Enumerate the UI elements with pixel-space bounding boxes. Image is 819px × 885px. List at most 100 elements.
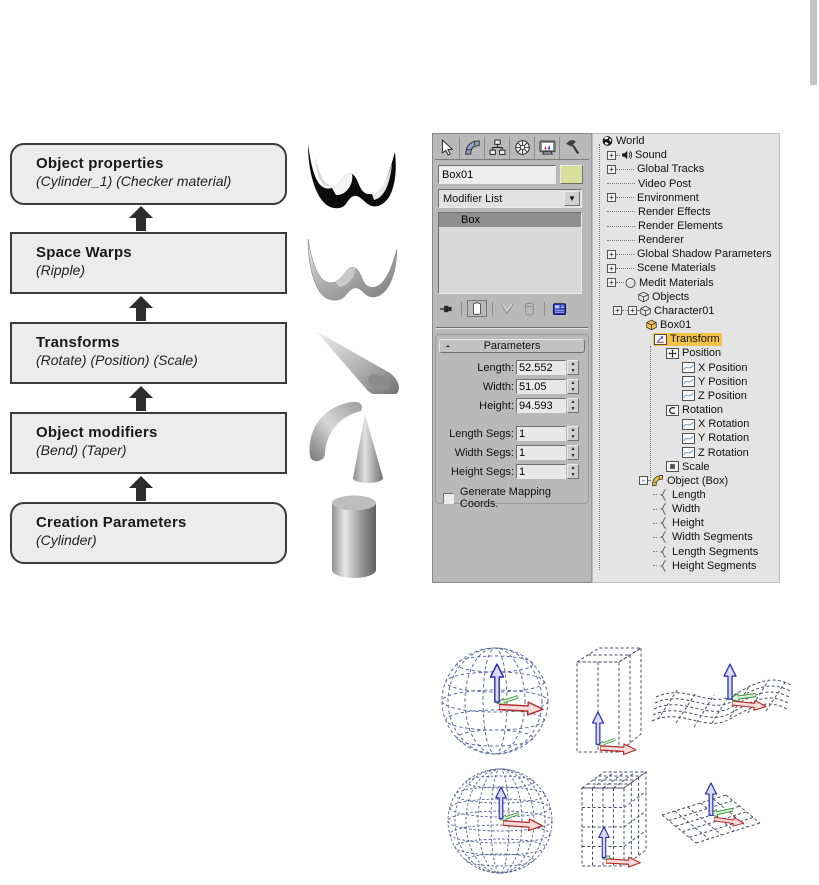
tree-node-height[interactable]: Height bbox=[593, 516, 779, 530]
right-scrollbar-strip[interactable] bbox=[810, 0, 817, 85]
tree-node-length-segments[interactable]: Length Segments bbox=[593, 545, 779, 559]
length-segs-input[interactable] bbox=[516, 426, 566, 441]
tree-node-transform[interactable]: Transform bbox=[593, 332, 779, 346]
display-tab[interactable] bbox=[535, 136, 560, 159]
tree-node-video-post[interactable]: Video Post bbox=[593, 176, 779, 190]
expand-plus-icon[interactable]: + bbox=[607, 278, 616, 288]
spinner-up-icon[interactable]: ▲ bbox=[570, 361, 576, 367]
expand-plus-icon[interactable]: + bbox=[607, 164, 616, 174]
chevron-down-icon[interactable]: ▼ bbox=[564, 191, 580, 206]
height-segs-spinner[interactable]: ▲ ▼ bbox=[567, 464, 579, 479]
tree-node-render-elements[interactable]: Render Elements bbox=[593, 219, 779, 233]
height-segs-label: Height Segs: bbox=[451, 465, 514, 478]
spinner-down-icon[interactable]: ▼ bbox=[570, 472, 576, 478]
hierarchy-tab[interactable] bbox=[485, 136, 510, 159]
tree-node-global-shadow-parameters[interactable]: + Global Shadow Parameters bbox=[593, 247, 779, 261]
show-end-result-icon[interactable] bbox=[467, 300, 487, 317]
expand-plus-icon[interactable]: + bbox=[628, 306, 637, 316]
expand-plus-icon[interactable]: + bbox=[607, 150, 616, 160]
tree-node-label: Y Position bbox=[698, 375, 748, 388]
tree-connector bbox=[653, 536, 657, 538]
tree-node-scene-materials[interactable]: + Scene Materials bbox=[593, 261, 779, 275]
modify-tab[interactable] bbox=[460, 136, 485, 159]
tree-node-objects[interactable]: Objects bbox=[593, 290, 779, 304]
tree-node-width[interactable]: Width bbox=[593, 502, 779, 516]
pin-stack-icon[interactable] bbox=[437, 300, 456, 317]
motion-tab[interactable] bbox=[510, 136, 535, 159]
tree-node-width-segments[interactable]: Width Segments bbox=[593, 530, 779, 544]
spinner-up-icon[interactable]: ▲ bbox=[570, 399, 576, 405]
spinner-up-icon[interactable]: ▲ bbox=[570, 427, 576, 433]
length-segs-spinner[interactable]: ▲ ▼ bbox=[567, 426, 579, 441]
position-icon bbox=[666, 347, 679, 360]
tree-node-length[interactable]: Length bbox=[593, 488, 779, 502]
spinner-up-icon[interactable]: ▲ bbox=[570, 446, 576, 452]
spinner-down-icon[interactable]: ▼ bbox=[570, 434, 576, 440]
spinner-down-icon[interactable]: ▼ bbox=[570, 387, 576, 393]
tree-node-rotation[interactable]: Rotation bbox=[593, 403, 779, 417]
remove-modifier-icon[interactable] bbox=[520, 300, 539, 317]
tree-node-sound[interactable]: + Sound bbox=[593, 148, 779, 162]
tree-node-label: Width bbox=[672, 503, 701, 516]
tree-node-x-position[interactable]: X Position bbox=[593, 361, 779, 375]
cube-icon bbox=[638, 291, 649, 303]
expand-plus-icon[interactable]: + bbox=[607, 249, 616, 259]
hierarchy-icon bbox=[489, 139, 506, 156]
make-unique-icon[interactable] bbox=[498, 300, 517, 317]
speaker-icon bbox=[621, 149, 632, 161]
tree-node-height-segments[interactable]: Height Segments bbox=[593, 559, 779, 573]
tree-node-scale[interactable]: Scale bbox=[593, 460, 779, 474]
tree-node-z-rotation[interactable]: Z Rotation bbox=[593, 445, 779, 459]
spinner-down-icon[interactable]: ▼ bbox=[570, 453, 576, 459]
tree-connector bbox=[616, 154, 620, 156]
spinner-up-icon[interactable]: ▲ bbox=[570, 380, 576, 386]
spinner-down-icon[interactable]: ▼ bbox=[570, 368, 576, 374]
stack-item-box[interactable]: Box bbox=[439, 213, 581, 227]
parameters-rollout-header[interactable]: - Parameters bbox=[439, 339, 585, 353]
collapse-minus-icon[interactable]: - bbox=[639, 476, 648, 486]
utilities-tab[interactable] bbox=[560, 137, 585, 159]
range-controller-icon bbox=[658, 503, 669, 515]
width-input[interactable] bbox=[516, 379, 566, 394]
width-segs-input[interactable] bbox=[516, 445, 566, 460]
spinner-down-icon[interactable]: ▼ bbox=[570, 406, 576, 412]
width-spinner[interactable]: ▲ ▼ bbox=[567, 379, 579, 394]
tree-node-object-box[interactable]: - Object (Box) bbox=[593, 474, 779, 488]
width-segs-spinner[interactable]: ▲ ▼ bbox=[567, 445, 579, 460]
height-input[interactable] bbox=[516, 398, 566, 413]
up-arrow-icon bbox=[129, 296, 153, 321]
expand-plus-icon[interactable]: + bbox=[613, 306, 622, 316]
tree-node-label: X Rotation bbox=[698, 418, 750, 431]
tree-node-position[interactable]: Position bbox=[593, 346, 779, 360]
tree-node-medit-materials[interactable]: + Medit Materials bbox=[593, 276, 779, 290]
create-tab[interactable] bbox=[435, 136, 460, 159]
tree-node-y-rotation[interactable]: Y Rotation bbox=[593, 431, 779, 445]
length-spinner[interactable]: ▲ ▼ bbox=[567, 360, 579, 375]
object-color-swatch[interactable] bbox=[560, 165, 583, 184]
object-name-input[interactable] bbox=[438, 165, 556, 184]
tree-node-z-position[interactable]: Z Position bbox=[593, 389, 779, 403]
tree-node-box01[interactable]: Box01 bbox=[593, 318, 779, 332]
spinner-up-icon[interactable]: ▲ bbox=[570, 465, 576, 471]
height-segs-input[interactable] bbox=[516, 464, 566, 479]
tree-node-world[interactable]: World bbox=[593, 134, 779, 148]
tree-connector bbox=[637, 310, 639, 312]
configure-modifier-sets-icon[interactable] bbox=[550, 300, 569, 317]
height-spinner[interactable]: ▲ ▼ bbox=[567, 398, 579, 413]
expand-plus-icon[interactable]: + bbox=[607, 193, 616, 203]
length-input[interactable] bbox=[516, 360, 566, 375]
generate-mapping-coords-checkbox[interactable] bbox=[443, 492, 454, 504]
expand-plus-icon[interactable]: + bbox=[607, 263, 616, 273]
tree-node-renderer[interactable]: Renderer bbox=[593, 233, 779, 247]
divider bbox=[492, 301, 493, 316]
tree-node-environment[interactable]: + Environment bbox=[593, 191, 779, 205]
modifier-list-dropdown[interactable]: Modifier List ▼ bbox=[438, 189, 582, 208]
tree-node-x-rotation[interactable]: X Rotation bbox=[593, 417, 779, 431]
tree-node-y-position[interactable]: Y Position bbox=[593, 375, 779, 389]
tree-node-render-effects[interactable]: Render Effects bbox=[593, 205, 779, 219]
tree-node-global-tracks[interactable]: + Global Tracks bbox=[593, 162, 779, 176]
modify-icon bbox=[464, 139, 481, 156]
tree-node-character01[interactable]: + + Character01 bbox=[593, 304, 779, 318]
flowchart-box-subtitle: (Ripple) bbox=[36, 262, 86, 278]
flowchart-box-creation-parameters: Creation Parameters (Cylinder) bbox=[10, 502, 287, 564]
